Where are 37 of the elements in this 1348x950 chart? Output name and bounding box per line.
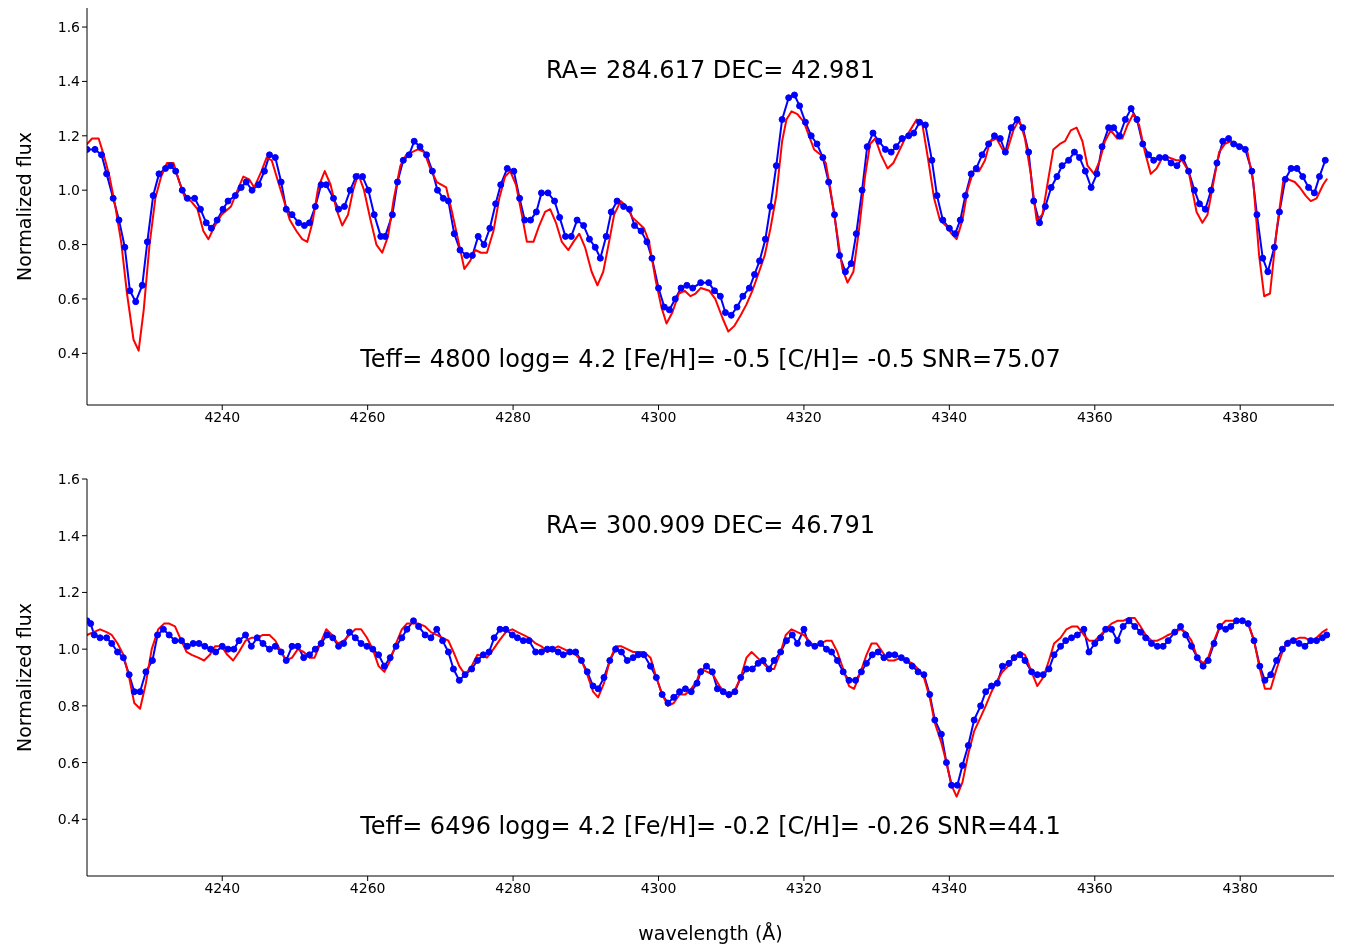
x-tick-label: 4240 xyxy=(204,879,241,896)
annotation: RA= 284.617 DEC= 42.981 xyxy=(545,56,876,84)
y-tick-label: 1.4 xyxy=(57,527,81,544)
y-tick-label: 0.8 xyxy=(57,236,80,253)
x-tick-label: 4340 xyxy=(931,408,968,425)
annotation: Teff= 4800 logg= 4.2 [Fe/H]= -0.5 [C/H]= -0.5 SNR=75.07 xyxy=(359,345,1062,373)
x-tick-label: 4380 xyxy=(1222,879,1259,896)
y-tick-label: 0.6 xyxy=(57,754,81,771)
x-tick-label: 4240 xyxy=(204,408,241,425)
x-tick-label: 4300 xyxy=(640,879,677,896)
y-tick-label: 1.2 xyxy=(57,584,80,601)
y-axis-title: Normalized flux xyxy=(12,602,35,753)
y-tick-label: 1.0 xyxy=(57,641,80,658)
annotation: Teff= 6496 logg= 4.2 [Fe/H]= -0.2 [C/H]= -0.26 SNR=44.1 xyxy=(359,812,1062,840)
y-tick-label: 1.6 xyxy=(57,19,81,35)
x-tick-label: 4280 xyxy=(495,879,531,896)
y-tick-label: 0.4 xyxy=(57,345,81,362)
y-axis-title: Normalized flux xyxy=(12,131,35,282)
y-tick-label: 0.8 xyxy=(57,697,80,714)
x-tick-label: 4320 xyxy=(786,408,822,425)
y-tick-label: 1.2 xyxy=(57,127,80,144)
y-tick-label: 0.6 xyxy=(57,290,81,307)
x-tick-label: 4380 xyxy=(1222,408,1259,425)
x-tick-label: 4260 xyxy=(349,408,386,425)
x-tick-label: 4260 xyxy=(349,879,386,896)
x-tick-label: 4320 xyxy=(786,879,822,896)
y-tick-label: 1.4 xyxy=(57,73,81,90)
y-tick-label: 1.0 xyxy=(57,182,80,199)
y-tick-label: 0.4 xyxy=(57,811,81,828)
x-tick-label: 4360 xyxy=(1076,879,1113,896)
x-axis-title: wavelength (Å) xyxy=(638,922,783,944)
x-tick-label: 4280 xyxy=(495,408,531,425)
x-tick-label: 4360 xyxy=(1076,408,1113,425)
x-tick-label: 4300 xyxy=(640,408,677,425)
annotation: RA= 300.909 DEC= 46.791 xyxy=(545,511,876,539)
x-tick-label: 4340 xyxy=(931,879,968,896)
y-tick-label: 1.6 xyxy=(57,470,81,487)
